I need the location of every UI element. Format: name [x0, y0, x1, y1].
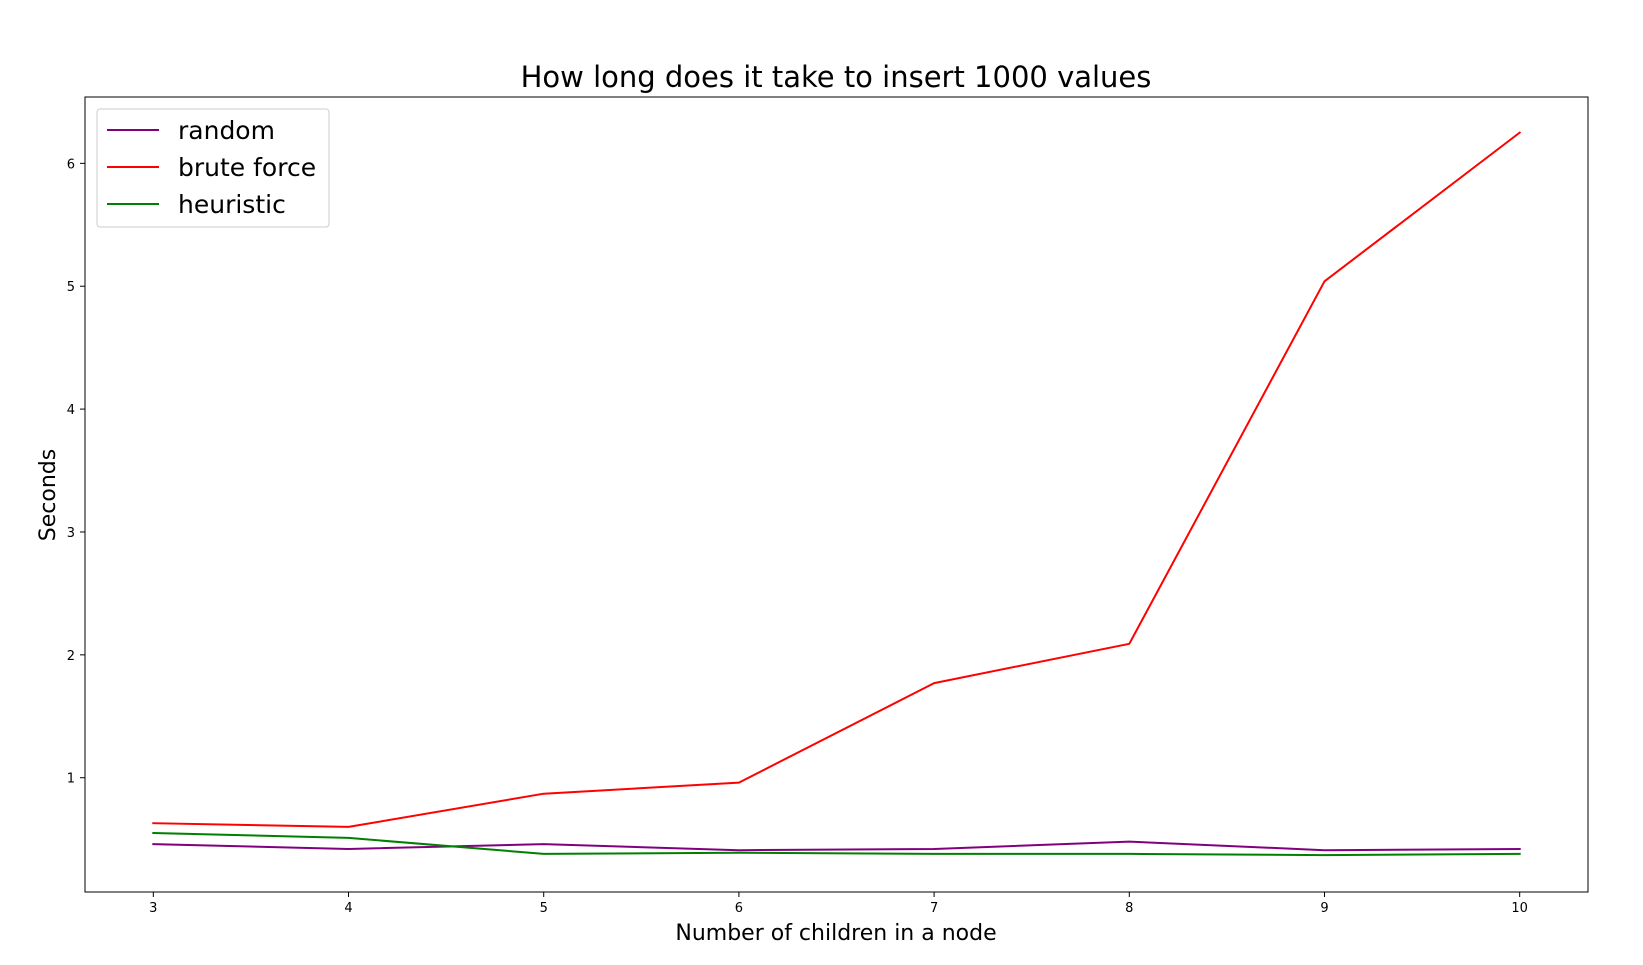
series-line-brute-force	[152, 131, 1522, 828]
x-axis-title: Number of children in a node	[675, 921, 996, 946]
x-tick-label: 8	[1125, 901, 1133, 916]
y-tick-label: 5	[67, 280, 75, 295]
x-tick-label: 3	[149, 901, 157, 916]
legend-label: heuristic	[178, 190, 286, 219]
y-axis-title: Seconds	[36, 449, 61, 541]
x-tick-label: 7	[930, 901, 938, 916]
plot-area	[152, 131, 1522, 857]
y-tick-label: 6	[67, 157, 75, 172]
legend-box	[96, 108, 330, 228]
y-tick-label: 1	[67, 772, 75, 787]
x-tick-label: 10	[1511, 901, 1528, 916]
y-tick-label: 3	[67, 526, 75, 541]
series-line-heuristic	[152, 831, 1521, 857]
y-axis: 1 2 3 4 5 6	[67, 157, 85, 787]
x-tick-label: 9	[1320, 901, 1328, 916]
legend: random brute force heuristic	[96, 108, 330, 228]
axes-frame	[84, 96, 1589, 893]
series-line-random	[152, 840, 1521, 852]
x-tick-label: 4	[344, 901, 352, 916]
legend-label: random	[178, 116, 275, 145]
y-tick-label: 4	[67, 403, 75, 418]
x-axis: 3 4 5 6 7 8 9 10	[149, 892, 1528, 916]
x-tick-label: 6	[735, 901, 743, 916]
chart-title: How long does it take to insert 1000 val…	[521, 60, 1152, 94]
x-tick-label: 5	[540, 901, 548, 916]
y-tick-label: 2	[67, 649, 75, 664]
legend-label: brute force	[178, 153, 316, 182]
